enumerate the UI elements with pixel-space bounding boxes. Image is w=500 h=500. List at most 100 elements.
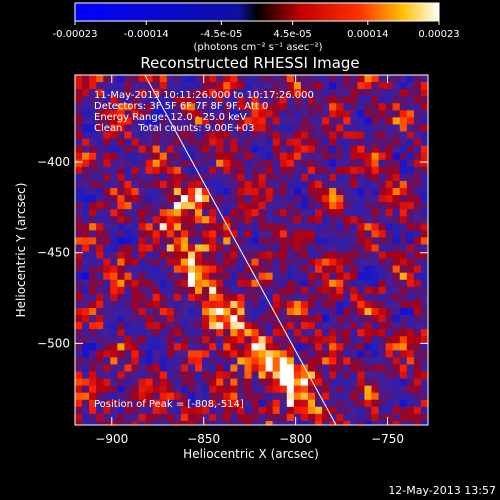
heatmap-cell bbox=[399, 237, 408, 245]
heatmap-cell bbox=[336, 406, 344, 415]
heatmap-cell bbox=[406, 75, 415, 83]
heatmap-cell bbox=[350, 244, 358, 252]
heatmap-cell bbox=[195, 124, 203, 132]
heatmap-cell bbox=[216, 230, 224, 238]
heatmap-cell bbox=[350, 413, 358, 422]
heatmap-cell bbox=[110, 286, 118, 295]
heatmap-cell bbox=[392, 209, 401, 217]
heatmap-cell bbox=[322, 286, 330, 295]
heatmap-cell bbox=[216, 251, 224, 259]
heatmap-cell bbox=[420, 216, 428, 224]
heatmap-cell bbox=[131, 399, 139, 408]
heatmap-cell bbox=[251, 223, 259, 231]
heatmap-cell bbox=[145, 244, 153, 252]
heatmap-cell bbox=[392, 216, 401, 224]
heatmap-cell bbox=[251, 357, 259, 365]
heatmap-cell bbox=[187, 75, 196, 83]
heatmap-cell bbox=[336, 166, 344, 175]
heatmap-cell bbox=[392, 406, 401, 415]
heatmap-cell bbox=[307, 336, 316, 344]
heatmap-cell bbox=[300, 258, 309, 266]
heatmap-cell bbox=[350, 265, 358, 273]
heatmap-cell bbox=[343, 166, 351, 175]
heatmap-cell bbox=[265, 251, 273, 259]
heatmap-cell bbox=[371, 244, 379, 252]
heatmap-cell bbox=[392, 378, 401, 386]
heatmap-cell bbox=[89, 230, 97, 238]
heatmap-cell bbox=[131, 364, 139, 372]
heatmap-cell bbox=[110, 293, 118, 302]
heatmap-cell bbox=[420, 329, 428, 337]
heatmap-cell bbox=[89, 279, 97, 288]
heatmap-cell bbox=[322, 420, 330, 425]
heatmap-cell bbox=[202, 251, 210, 259]
heatmap-cell bbox=[195, 195, 203, 203]
heatmap-cell bbox=[244, 322, 252, 330]
heatmap-cell bbox=[265, 406, 273, 415]
heatmap-cell bbox=[173, 272, 182, 281]
heatmap-cell bbox=[272, 96, 281, 104]
heatmap-cell bbox=[244, 159, 252, 168]
heatmap-cell bbox=[420, 364, 428, 372]
heatmap-cell bbox=[251, 110, 259, 118]
heatmap-cell bbox=[336, 145, 344, 153]
heatmap-cell bbox=[413, 152, 422, 161]
heatmap-cell bbox=[75, 237, 83, 245]
heatmap-cell bbox=[399, 392, 408, 401]
heatmap-cell bbox=[406, 195, 415, 203]
heatmap-cell bbox=[357, 293, 365, 302]
heatmap-cell bbox=[75, 286, 83, 295]
heatmap-cell bbox=[293, 96, 302, 104]
heatmap-cell bbox=[124, 293, 132, 302]
heatmap-cell bbox=[131, 89, 139, 97]
heatmap-cell bbox=[173, 195, 182, 203]
heatmap-cell bbox=[286, 124, 295, 132]
heatmap-cell bbox=[392, 75, 401, 83]
heatmap-cell bbox=[244, 89, 252, 97]
heatmap-cell bbox=[124, 96, 132, 104]
heatmap-cell bbox=[82, 371, 90, 379]
heatmap-cell bbox=[322, 145, 330, 153]
heatmap-cell bbox=[110, 131, 118, 139]
heatmap-cell bbox=[75, 343, 83, 351]
heatmap-cell bbox=[202, 272, 210, 281]
heatmap-cell bbox=[258, 82, 266, 90]
heatmap-cell bbox=[420, 385, 428, 393]
heatmap-cell bbox=[279, 180, 288, 189]
heatmap-cell bbox=[315, 209, 323, 217]
heatmap-cell bbox=[145, 159, 153, 168]
heatmap-cell bbox=[279, 364, 288, 372]
heatmap-cell bbox=[209, 82, 217, 90]
heatmap-cell bbox=[265, 272, 273, 281]
heatmap-cell bbox=[343, 329, 351, 337]
heatmap-cell bbox=[82, 216, 90, 224]
heatmap-cell bbox=[307, 216, 316, 224]
heatmap-cell bbox=[307, 244, 316, 252]
heatmap-cell bbox=[357, 286, 365, 295]
heatmap-cell bbox=[75, 187, 83, 196]
heatmap-cell bbox=[329, 110, 337, 118]
heatmap-cell bbox=[159, 392, 168, 401]
heatmap-cell bbox=[216, 152, 224, 161]
heatmap-cell bbox=[385, 223, 393, 231]
heatmap-cell bbox=[82, 378, 90, 386]
heatmap-cell bbox=[138, 159, 146, 168]
heatmap-cell bbox=[385, 392, 393, 401]
heatmap-cell bbox=[187, 89, 196, 97]
heatmap-cell bbox=[223, 279, 231, 288]
heatmap-cell bbox=[364, 350, 372, 358]
heatmap-cell bbox=[371, 117, 379, 125]
heatmap-cell bbox=[173, 392, 182, 401]
heatmap-cell bbox=[272, 237, 281, 245]
heatmap-cell bbox=[89, 307, 97, 316]
heatmap-cell bbox=[265, 124, 273, 132]
heatmap-cell bbox=[110, 322, 118, 330]
heatmap-cell bbox=[96, 89, 104, 97]
heatmap-cell bbox=[230, 159, 238, 168]
heatmap-cell bbox=[152, 307, 161, 316]
heatmap-cell bbox=[96, 272, 104, 281]
heatmap-cell bbox=[110, 364, 118, 372]
heatmap-cell bbox=[159, 406, 168, 415]
heatmap-cell bbox=[322, 336, 330, 344]
heatmap-cell bbox=[145, 307, 153, 316]
